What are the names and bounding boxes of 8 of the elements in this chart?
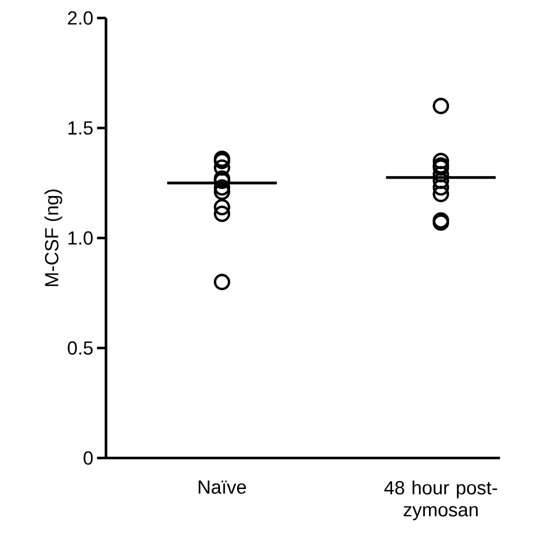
y-tick-label: 1.5 xyxy=(68,121,93,135)
y-tick-label: 2.0 xyxy=(68,11,93,25)
y-tick-label: 0 xyxy=(84,451,93,465)
y-axis-title: M-CSF (ng) xyxy=(44,190,62,286)
x-tick-label: 48 hour post-zymosan xyxy=(384,480,498,520)
y-tick-label: 0.5 xyxy=(68,341,93,355)
y-tick-label: 1.0 xyxy=(68,231,93,245)
x-tick-label: Naïve xyxy=(198,480,246,494)
